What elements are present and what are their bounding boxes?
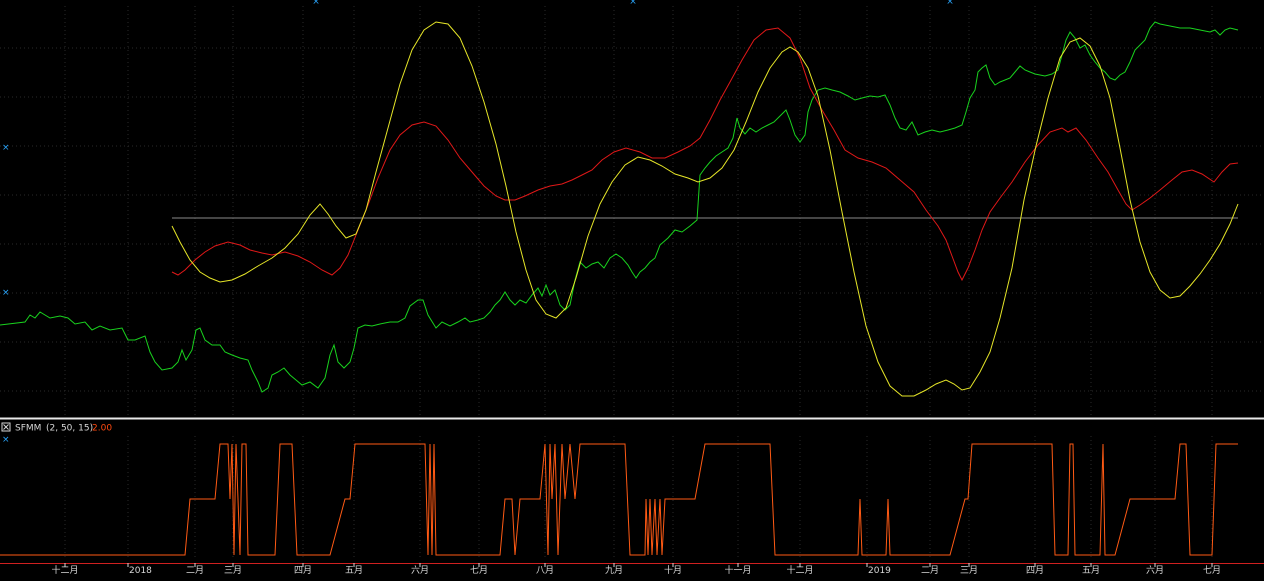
series-line-red[interactable] [171, 27, 1239, 282]
indicator-line[interactable] [0, 443, 1238, 556]
indicator-header: SFMM (2, 50, 15) 2.00 [1, 422, 112, 434]
x-axis-month-label: 二月 [186, 565, 204, 576]
marker-icon: × [2, 288, 10, 298]
x-axis-month-label: 九月 [605, 565, 623, 576]
x-axis-year-label: 2019 [868, 566, 891, 576]
indicator-params: (2, 50, 15) [46, 424, 93, 434]
x-axis-month-label: 四月 [294, 565, 312, 576]
x-axis-month-label: 八月 [536, 565, 554, 576]
x-axis-month-label: 六月 [1146, 564, 1164, 576]
price-panel[interactable] [0, 21, 1239, 397]
x-axis-month-label: 三月 [960, 565, 978, 576]
x-axis-month-label: 十二月 [51, 564, 78, 576]
marker-icon: × [312, 0, 320, 7]
close-icon-line [3, 424, 9, 430]
indicator-value: 2.00 [92, 424, 112, 434]
marker-icon: × [946, 0, 954, 7]
x-axis-month-label: 十月 [664, 564, 682, 576]
x-axis-month-label: 五月 [345, 565, 363, 576]
close-indicator-icon[interactable] [1, 422, 11, 432]
indicator-panel[interactable] [0, 443, 1238, 556]
x-axis-month-label: 五月 [1082, 565, 1100, 576]
x-axis-year-label: 2018 [129, 566, 152, 576]
x-axis-month-label: 三月 [224, 565, 242, 576]
marker-icon: × [2, 143, 10, 153]
x-axis-month-label: 十一月 [724, 564, 751, 576]
x-axis-month-label: 七月 [470, 565, 488, 576]
indicator-name: SFMM [15, 424, 41, 434]
marker-icon: × [629, 0, 637, 7]
x-axis-month-label: 七月 [1203, 565, 1221, 576]
x-axis-month-label: 十二月 [786, 564, 813, 576]
x-axis: 十二月 2018 二月 三月 四月 五月 六月 七月 八月 九月 十月 十一月 十二月 2019 二月 三月 四… [51, 563, 1221, 576]
grid-lines [0, 6, 1264, 560]
x-axis-month-label: 四月 [1026, 565, 1044, 576]
x-axis-month-label: 六月 [411, 564, 429, 576]
series-line-yellow[interactable] [171, 21, 1239, 397]
x-axis-month-label: 二月 [921, 565, 939, 576]
series-line-green[interactable] [0, 21, 1239, 393]
marker-icon: × [2, 435, 10, 445]
blue-marker-icons: × × × × × × [2, 0, 954, 445]
